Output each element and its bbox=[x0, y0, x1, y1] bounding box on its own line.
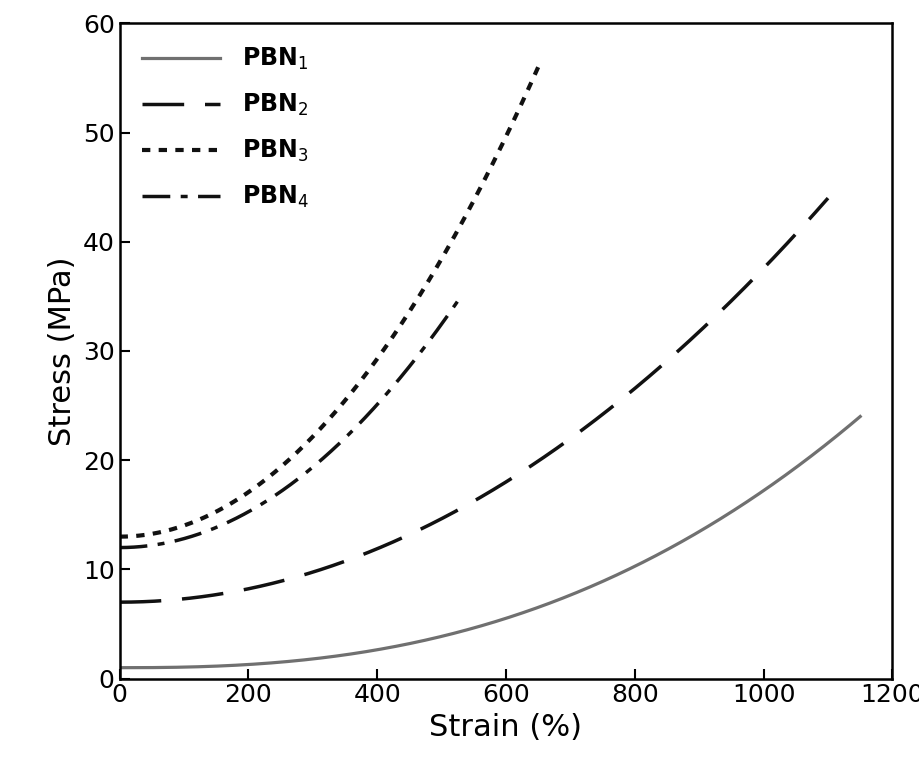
Legend: PBN$_1$, PBN$_2$, PBN$_3$, PBN$_4$: PBN$_1$, PBN$_2$, PBN$_3$, PBN$_4$ bbox=[130, 34, 320, 222]
PBN$_3$ bbox=[520, 89, 531, 98]
PBN$_4$ bbox=[445, 307, 456, 316]
PBN$_2$ bbox=[439, 512, 450, 522]
PBN$_4$ bbox=[131, 542, 142, 551]
PBN$_2$ bbox=[800, 217, 811, 226]
PBN$_2$ bbox=[822, 193, 833, 203]
PBN$_4$ bbox=[279, 484, 290, 493]
PBN$_2$ bbox=[671, 347, 682, 356]
PBN$_4$ bbox=[114, 543, 125, 552]
PBN$_3$ bbox=[306, 433, 317, 442]
PBN$_4$ bbox=[271, 490, 282, 499]
PBN$_3$ bbox=[317, 421, 328, 431]
PBN$_1$ bbox=[114, 663, 125, 672]
PBN$_3$ bbox=[443, 241, 454, 250]
X-axis label: Strain (%): Strain (%) bbox=[429, 713, 582, 742]
PBN$_1$ bbox=[833, 430, 844, 439]
PBN$_2$ bbox=[458, 502, 469, 512]
PBN$_2$ bbox=[150, 597, 161, 606]
PBN$_3$ bbox=[114, 532, 125, 541]
PBN$_1$ bbox=[152, 663, 163, 672]
PBN$_3$ bbox=[532, 62, 543, 72]
PBN$_1$ bbox=[854, 412, 865, 421]
PBN$_2$ bbox=[114, 597, 125, 607]
PBN$_2$ bbox=[801, 217, 812, 226]
Line: PBN$_1$: PBN$_1$ bbox=[119, 417, 859, 668]
PBN$_4$ bbox=[455, 292, 466, 301]
Line: PBN$_4$: PBN$_4$ bbox=[119, 296, 460, 548]
PBN$_4$ bbox=[445, 306, 456, 315]
Line: PBN$_2$: PBN$_2$ bbox=[119, 198, 827, 602]
PBN$_3$ bbox=[520, 90, 531, 99]
PBN$_1$ bbox=[473, 622, 484, 631]
Y-axis label: Stress (MPa): Stress (MPa) bbox=[49, 257, 77, 445]
Line: PBN$_3$: PBN$_3$ bbox=[119, 67, 538, 537]
PBN$_1$ bbox=[697, 525, 708, 534]
PBN$_1$ bbox=[832, 430, 843, 439]
PBN$_4$ bbox=[382, 387, 393, 396]
PBN$_1$ bbox=[454, 627, 465, 636]
PBN$_3$ bbox=[135, 530, 146, 540]
